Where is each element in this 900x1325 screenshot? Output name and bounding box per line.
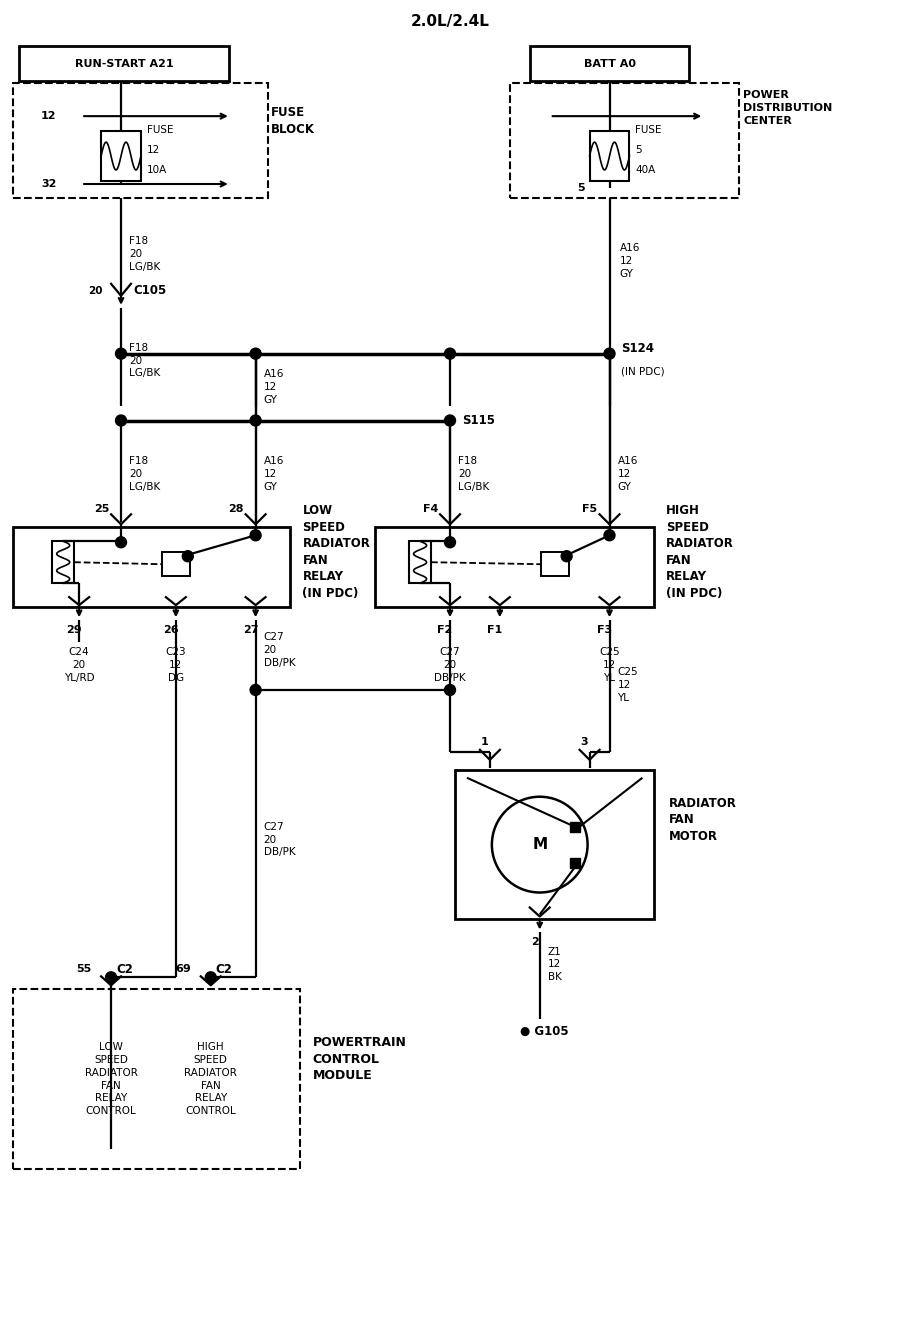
Text: FUSE: FUSE [635, 125, 662, 135]
Circle shape [250, 530, 261, 541]
Text: (IN PDC): (IN PDC) [622, 367, 665, 376]
Bar [509, 83, 739, 197]
Text: 29: 29 [67, 625, 82, 635]
Bar [162, 553, 190, 576]
Text: RUN-START A21: RUN-START A21 [75, 58, 174, 69]
Text: ● G105: ● G105 [520, 1024, 569, 1037]
Circle shape [250, 415, 261, 427]
Text: C25
12
YL: C25 12 YL [599, 647, 620, 682]
Text: 12: 12 [40, 111, 56, 121]
Bar [410, 541, 431, 583]
Text: F18
20
LG/BK: F18 20 LG/BK [129, 236, 160, 272]
Bar [375, 527, 654, 607]
Bar [52, 541, 74, 583]
Bar [530, 46, 689, 81]
Circle shape [115, 415, 127, 427]
Bar [19, 46, 229, 81]
Text: M: M [532, 837, 547, 852]
Text: RADIATOR
FAN
MOTOR: RADIATOR FAN MOTOR [670, 796, 737, 843]
Text: POWERTRAIN
CONTROL
MODULE: POWERTRAIN CONTROL MODULE [312, 1036, 406, 1083]
Text: C27
20
DB/PK: C27 20 DB/PK [434, 647, 466, 682]
Bar [14, 990, 301, 1169]
Text: 40A: 40A [635, 166, 656, 175]
Text: 20: 20 [88, 286, 104, 295]
Text: 25: 25 [94, 505, 109, 514]
Text: F18
20
LG/BK: F18 20 LG/BK [129, 456, 160, 492]
Circle shape [445, 415, 455, 427]
Text: A16
12
GY: A16 12 GY [264, 370, 284, 405]
Text: 3: 3 [580, 737, 589, 747]
Text: 2.0L/2.4L: 2.0L/2.4L [410, 13, 490, 29]
Text: F4: F4 [423, 505, 438, 514]
Text: C2: C2 [116, 963, 133, 975]
Circle shape [205, 971, 216, 983]
Text: LOW
SPEED
RADIATOR
FAN
RELAY
(IN PDC): LOW SPEED RADIATOR FAN RELAY (IN PDC) [302, 505, 370, 600]
Text: F1: F1 [487, 625, 502, 635]
Text: C24
20
YL/RD: C24 20 YL/RD [64, 647, 94, 682]
Bar [101, 131, 141, 182]
Circle shape [604, 348, 615, 359]
Text: C27
20
DB/PK: C27 20 DB/PK [264, 632, 295, 668]
Text: 2: 2 [531, 937, 538, 947]
Circle shape [250, 685, 261, 696]
Text: 5: 5 [635, 144, 642, 155]
Text: A16
12
GY: A16 12 GY [617, 456, 638, 492]
Bar [570, 822, 580, 832]
Bar [590, 131, 629, 182]
Text: C25
12
YL: C25 12 YL [617, 668, 638, 702]
Text: 1: 1 [481, 737, 489, 747]
Circle shape [604, 530, 615, 541]
Text: 55: 55 [76, 965, 91, 974]
Text: 27: 27 [243, 625, 258, 635]
Text: POWER
DISTRIBUTION
CENTER: POWER DISTRIBUTION CENTER [743, 90, 832, 126]
Circle shape [445, 685, 455, 696]
Text: F5: F5 [582, 505, 598, 514]
Text: 10A: 10A [147, 166, 167, 175]
Text: F18
20
LG/BK: F18 20 LG/BK [458, 456, 490, 492]
Text: F3: F3 [597, 625, 612, 635]
Text: C2: C2 [216, 963, 232, 975]
Circle shape [445, 537, 455, 547]
Text: 69: 69 [176, 965, 191, 974]
Text: BATT A0: BATT A0 [583, 58, 635, 69]
Text: Z1
12
BK: Z1 12 BK [548, 946, 562, 982]
Circle shape [105, 971, 116, 983]
Circle shape [115, 348, 127, 359]
Text: S124: S124 [622, 342, 654, 355]
Text: F18
20
LG/BK: F18 20 LG/BK [129, 343, 160, 379]
Text: S115: S115 [462, 413, 495, 427]
Text: A16
12
GY: A16 12 GY [619, 242, 640, 278]
Text: 5: 5 [577, 183, 585, 193]
Bar [455, 770, 654, 920]
Text: C23
12
DG: C23 12 DG [166, 647, 186, 682]
Text: 12: 12 [147, 144, 160, 155]
Text: F2: F2 [437, 625, 453, 635]
Bar [14, 527, 291, 607]
Text: LOW
SPEED
RADIATOR
FAN
RELAY
CONTROL: LOW SPEED RADIATOR FAN RELAY CONTROL [85, 1043, 138, 1116]
Text: FUSE: FUSE [147, 125, 174, 135]
Text: 28: 28 [228, 505, 244, 514]
Bar [541, 553, 569, 576]
Text: C105: C105 [133, 285, 166, 297]
Text: HIGH
SPEED
RADIATOR
FAN
RELAY
(IN PDC): HIGH SPEED RADIATOR FAN RELAY (IN PDC) [666, 505, 734, 600]
Circle shape [115, 537, 127, 547]
Text: 32: 32 [40, 179, 56, 189]
Text: HIGH
SPEED
RADIATOR
FAN
RELAY
CONTROL: HIGH SPEED RADIATOR FAN RELAY CONTROL [184, 1043, 238, 1116]
Text: FUSE
BLOCK: FUSE BLOCK [271, 106, 315, 136]
Bar [570, 857, 580, 868]
Text: 26: 26 [163, 625, 179, 635]
Bar [14, 83, 267, 197]
Circle shape [445, 348, 455, 359]
Circle shape [562, 551, 572, 562]
Text: A16
12
GY: A16 12 GY [264, 456, 284, 492]
Text: C27
20
DB/PK: C27 20 DB/PK [264, 822, 295, 857]
Circle shape [250, 348, 261, 359]
Circle shape [183, 551, 194, 562]
